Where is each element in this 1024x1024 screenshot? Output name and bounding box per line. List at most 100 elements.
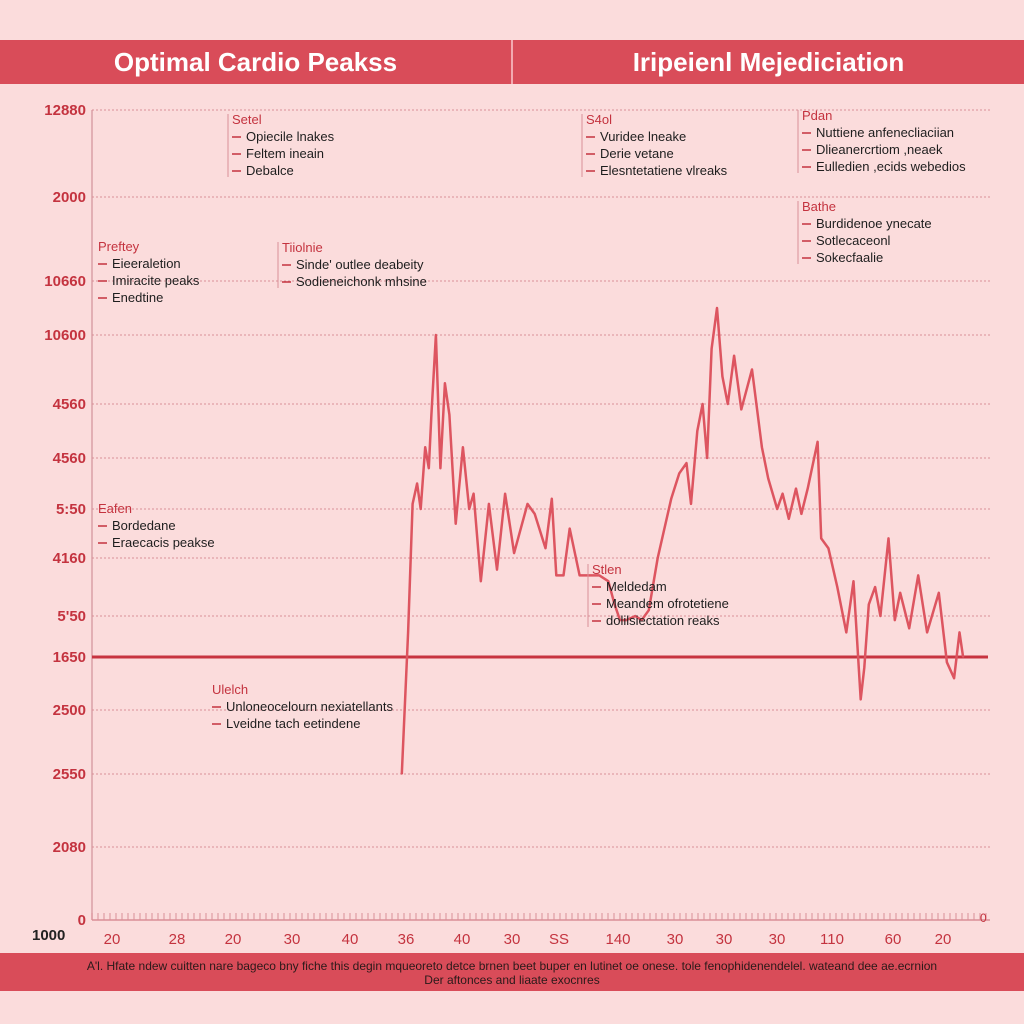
chart-title-right: Iripeienl Mejediciation [632, 46, 905, 77]
data-point [562, 574, 565, 577]
annotation-header: Preftey [98, 239, 140, 254]
y-tick-label: 0 [78, 912, 86, 929]
data-point [721, 375, 724, 378]
data-point [568, 527, 571, 530]
data-point [598, 574, 601, 577]
annotation-item: Opiecile lnakes [246, 129, 335, 144]
data-point [454, 522, 457, 525]
data-point [917, 574, 919, 577]
data-point [407, 631, 409, 634]
y-tick-label: 10660 [44, 273, 86, 290]
y-tick-label: 4160 [53, 550, 86, 567]
data-point [504, 492, 506, 495]
x-tick-label: 30 [716, 931, 733, 948]
data-point [733, 354, 735, 357]
annotation-item: Sinde' outlee deabeity [296, 257, 424, 272]
x-tick-label: 28 [169, 931, 186, 948]
y-tick-label: 10600 [44, 327, 86, 344]
data-point [625, 619, 628, 621]
y-tick-label: 1650 [53, 649, 86, 666]
data-point [727, 403, 729, 405]
data-point [776, 508, 778, 510]
annotation-item: Eraecacis peakse [112, 535, 215, 550]
data-point [887, 537, 890, 540]
x-tick-label: 20 [104, 931, 121, 948]
data-point [958, 631, 961, 634]
data-point [740, 408, 743, 411]
x-axis-corner-label-right: 0 [980, 911, 987, 925]
annotation-header: Setel [232, 112, 262, 127]
data-point [533, 513, 536, 515]
x-tick-label: 40 [342, 931, 359, 948]
data-point [613, 603, 616, 606]
data-point [863, 666, 866, 669]
data-point [816, 441, 819, 443]
data-point [607, 580, 610, 582]
annotation-header: S4ol [586, 112, 612, 127]
data-point [899, 592, 901, 594]
data-point [926, 631, 928, 634]
data-point [710, 348, 713, 350]
data-point [448, 414, 451, 416]
data-point [648, 609, 650, 611]
annotation-item: Derie vetane [600, 146, 674, 161]
x-tick-label: 36 [398, 931, 415, 948]
annotation-item: Sotlecaceonl [816, 233, 891, 248]
data-point [701, 403, 704, 405]
y-tick-label: 4560 [53, 396, 86, 413]
annotation-header: Pdan [802, 108, 832, 123]
data-point [430, 414, 433, 416]
data-point [690, 503, 692, 505]
annotation-item: Debalce [246, 163, 294, 178]
y-tick-label: 5:50 [56, 501, 86, 518]
annotation-item: Sokecfaalie [816, 250, 883, 265]
data-point [462, 446, 464, 449]
data-point [435, 334, 437, 336]
data-point [472, 492, 475, 495]
annotation-header: Eafen [98, 501, 132, 516]
x-tick-label: 30 [769, 931, 786, 948]
data-point [788, 518, 790, 520]
data-point [428, 467, 430, 470]
data-point [706, 457, 708, 459]
annotation-item: Eieeraletion [112, 256, 181, 271]
data-point [868, 603, 870, 606]
annotation-item: Vuridee lneake [600, 129, 686, 144]
data-point [468, 508, 471, 510]
y-tick-label: 2500 [53, 702, 86, 719]
data-point [419, 508, 422, 510]
x-tick-label: 30 [284, 931, 301, 948]
data-point [696, 430, 699, 432]
data-point [551, 498, 553, 500]
annotation-item: Enedtine [112, 290, 163, 305]
data-point [795, 487, 797, 490]
x-tick-label: 30 [504, 931, 521, 948]
x-axis-corner-label: 1000 [32, 927, 65, 944]
data-point [820, 537, 822, 540]
series-line [400, 306, 965, 775]
x-tick-label: 20 [935, 931, 952, 948]
data-point [751, 368, 753, 371]
x-tick-label: 60 [885, 931, 902, 948]
annotation-item: Feltem ineain [246, 146, 324, 161]
y-tick-label: 4560 [53, 450, 86, 467]
annotation-header: Bathe [802, 199, 836, 214]
data-point [439, 467, 442, 470]
data-point [859, 698, 862, 701]
annotation-item: Meldedam [606, 579, 667, 594]
annotation-item: Meandem ofrotetiene [606, 596, 729, 611]
data-point [513, 552, 515, 554]
annotation-item: Sodieneichonk mhsine [296, 274, 427, 289]
data-point [781, 492, 784, 495]
y-tick-label: 2000 [53, 189, 86, 206]
footer-caption-line2: Der aftonces and liaate exocnres [424, 973, 600, 987]
data-point [685, 462, 688, 464]
y-tick-label: 12880 [44, 102, 86, 119]
data-point [411, 503, 414, 505]
annotation-item: Elesntetatiene vlreaks [600, 163, 728, 178]
annotation-header: Stlen [592, 562, 622, 577]
data-point [526, 503, 529, 505]
data-point [879, 615, 882, 617]
annotation-item: Eulledien ,ecids webedios [816, 159, 966, 174]
